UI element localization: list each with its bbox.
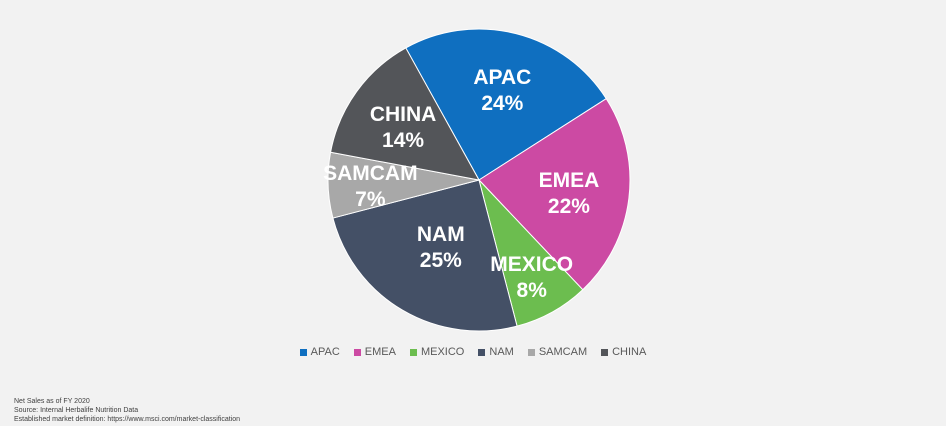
slice-percent-nam: 25% [420,249,462,272]
slice-name-mexico: MEXICO [490,253,573,276]
legend-item-emea: EMEA [353,346,396,358]
legend-label-apac: APAC [310,346,340,358]
slice-name-emea: EMEA [539,169,600,192]
footnote-net-sales: Net Sales as of FY 2020 [14,398,90,405]
slice-percent-china: 14% [382,129,424,152]
pie-slice-emea [478,97,631,291]
slice-label-mexico: MEXICO 8% [490,253,573,302]
legend-item-china: CHINA [601,346,646,358]
legend-swatch-nam [478,348,486,356]
legend-item-apac: APAC [299,346,340,358]
chart-legend: APAC EMEA MEXICO NAM SAMCAM CHINA [0,346,946,358]
slice-percent-emea: 22% [548,195,590,218]
footnote-source: Source: Internal Herbalife Nutrition Dat… [14,407,139,414]
legend-swatch-samcam [527,348,535,356]
slice-percent-samcam: 7% [355,188,386,211]
footnote-market-definition: Established market definition: https://w… [14,416,241,423]
legend-swatch-emea [353,348,361,356]
legend-label-emea: EMEA [364,346,396,358]
slice-percent-apac: 24% [481,92,523,115]
pie-slice-nam [332,179,518,332]
pie-slice-china [329,47,480,181]
slice-label-china: CHINA 14% [370,103,437,152]
slice-label-apac: APAC 24% [473,66,531,115]
slice-name-apac: APAC [473,66,531,89]
legend-swatch-china [601,348,609,356]
slice-percent-mexico: 8% [517,279,548,302]
slice-label-emea: EMEA 22% [539,169,600,218]
legend-label-samcam: SAMCAM [538,346,588,358]
legend-item-mexico: MEXICO [409,346,465,358]
legend-item-samcam: SAMCAM [527,346,588,358]
legend-swatch-mexico [409,348,417,356]
slice-label-nam: NAM 25% [417,223,465,272]
footnote: Net Sales as of FY 2020 Source: Internal… [14,397,240,424]
legend-label-mexico: MEXICO [420,346,465,358]
legend-label-china: CHINA [612,346,647,358]
legend-swatch-apac [299,348,307,356]
legend-item-nam: NAM [478,346,514,358]
slice-name-china: CHINA [370,103,437,126]
slice-label-samcam: SAMCAM 7% [323,162,418,211]
slice-name-nam: NAM [417,223,465,246]
pie-slice-apac [405,28,607,181]
slice-name-samcam: SAMCAM [323,162,418,185]
pie-chart: APAC 24% EMEA 22% MEXICO 8% NAM 25% SAMCAM 7% CHIN… [323,28,631,332]
legend-label-nam: NAM [489,346,514,358]
